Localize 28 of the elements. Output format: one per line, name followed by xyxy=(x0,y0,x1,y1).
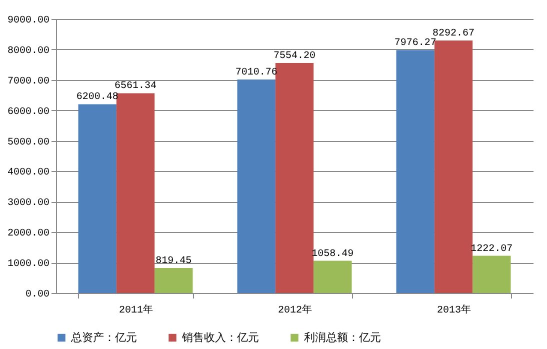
bar xyxy=(275,63,314,293)
x-tick-label: 2012年 xyxy=(278,304,312,316)
bar xyxy=(116,93,155,293)
y-tick-label: 5000.00 xyxy=(7,137,50,148)
bar xyxy=(434,40,473,293)
x-tick-label: 2011年 xyxy=(118,304,154,316)
legend-label: 总资产：亿元 xyxy=(70,330,137,344)
y-tick-label: 0.00 xyxy=(25,290,50,300)
legend-label: 利润总额：亿元 xyxy=(304,330,381,344)
y-tick-label: 4000.00 xyxy=(7,168,50,179)
bar xyxy=(472,256,511,293)
data-label: 6561.34 xyxy=(114,81,157,92)
bar xyxy=(314,260,352,293)
data-label: 7554.20 xyxy=(273,51,316,62)
bar xyxy=(78,104,116,293)
legend-label: 销售收入：亿元 xyxy=(181,330,259,344)
data-label: 819.45 xyxy=(156,256,192,268)
y-tick-label: 9000.00 xyxy=(7,16,50,26)
y-tick-label: 1000.00 xyxy=(7,259,50,270)
bar xyxy=(154,268,193,293)
x-tick-label: 2013年 xyxy=(436,304,472,316)
y-tick-label: 7000.00 xyxy=(7,76,50,88)
y-tick-label: 2000.00 xyxy=(7,228,50,240)
y-tick-label: 3000.00 xyxy=(7,198,50,210)
y-tick-label: 6000.00 xyxy=(7,106,50,118)
bar xyxy=(237,80,276,293)
y-tick-label: 8000.00 xyxy=(7,46,50,57)
bar xyxy=(396,50,434,293)
